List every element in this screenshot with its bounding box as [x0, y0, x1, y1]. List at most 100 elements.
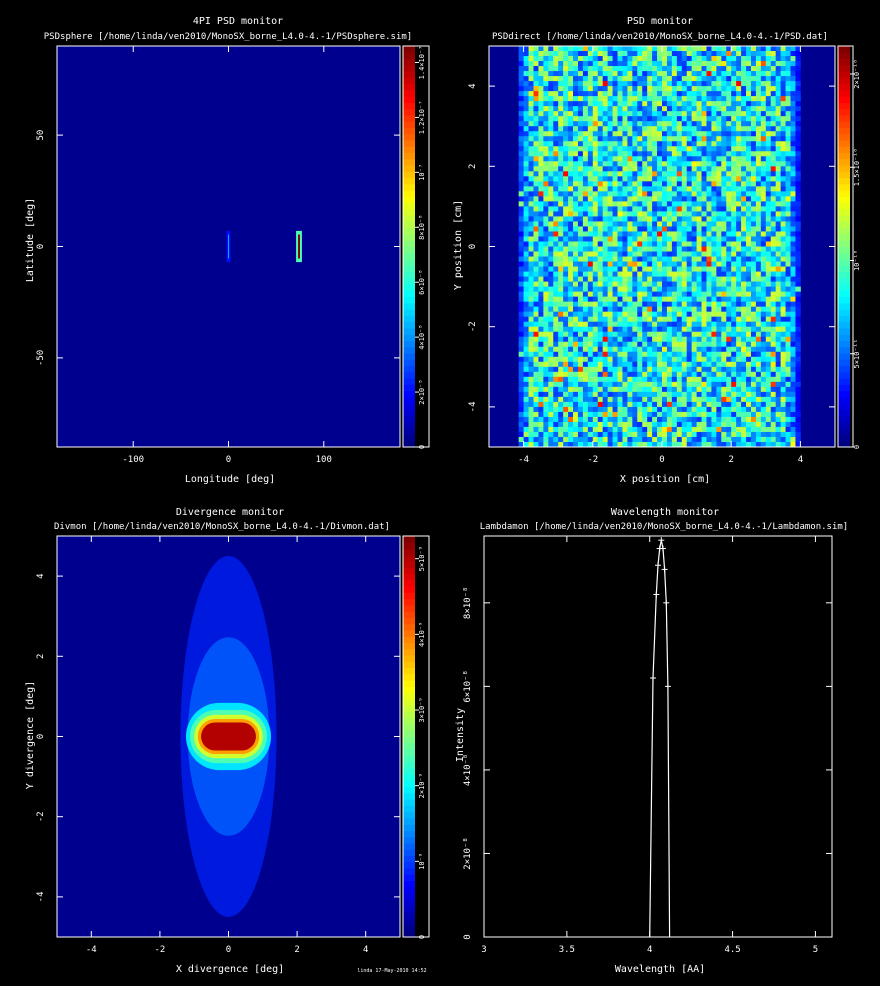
heatmap-cell — [775, 101, 782, 107]
heatmap-cell — [652, 416, 658, 423]
heatmap-cell — [686, 156, 693, 162]
heatmap-cell — [662, 56, 668, 62]
heatmap-cell — [582, 216, 589, 222]
heatmap-cell — [627, 141, 633, 147]
heatmap-cell — [795, 71, 801, 77]
heatmap-cell — [518, 171, 524, 177]
heatmap-cell — [785, 166, 791, 172]
heatmap-cell — [622, 251, 628, 257]
heatmap-cell — [592, 321, 599, 328]
heatmap-cell — [528, 256, 534, 262]
heatmap-cell — [750, 421, 757, 428]
heatmap-cell — [617, 406, 623, 413]
heatmap-cell — [706, 381, 712, 388]
heatmap-cell — [548, 211, 554, 217]
heatmap-cell — [622, 116, 628, 122]
heatmap-cell — [741, 151, 747, 157]
heatmap-cell — [652, 421, 658, 428]
heatmap-cell — [736, 246, 742, 252]
heatmap-cell — [721, 231, 727, 237]
heatmap-cell — [577, 431, 584, 438]
heatmap-cell — [706, 271, 712, 277]
heatmap-cell — [662, 401, 668, 408]
heatmap-cell — [612, 211, 618, 217]
heatmap-cell — [642, 436, 648, 443]
heatmap-cell — [790, 81, 796, 87]
heatmap-cell — [533, 361, 539, 368]
heatmap-cell — [647, 61, 653, 67]
heatmap-cell — [741, 231, 747, 237]
heatmap-cell — [696, 286, 702, 293]
heatmap-cell — [726, 371, 732, 378]
heatmap-cell — [696, 336, 702, 343]
heatmap-cell — [706, 236, 712, 242]
heatmap-cell — [637, 296, 643, 303]
heatmap-cell — [671, 116, 678, 122]
heatmap-cell — [676, 146, 683, 152]
heatmap-cell — [676, 276, 683, 282]
heatmap-cell — [592, 151, 599, 157]
heatmap-cell — [681, 426, 688, 433]
heatmap-cell — [568, 46, 574, 52]
heatmap-cell — [795, 141, 801, 147]
heatmap-cell — [671, 356, 678, 363]
heatmap-cell — [750, 401, 757, 408]
heatmap-cell — [681, 341, 688, 348]
heatmap-cell — [657, 251, 663, 257]
heatmap-cell — [587, 96, 594, 102]
heatmap-cell — [652, 151, 658, 157]
heatmap-cell — [622, 441, 628, 448]
heatmap-cell — [543, 321, 549, 328]
colorbar-swatch — [403, 811, 415, 819]
heatmap-cell — [622, 371, 628, 378]
heatmap-cell — [622, 261, 628, 267]
heatmap-cell — [662, 51, 668, 57]
heatmap-cell — [538, 406, 544, 413]
heatmap-cell — [558, 66, 564, 72]
heatmap-cell — [568, 361, 574, 368]
heatmap-cell — [741, 321, 747, 328]
colorbar-swatch — [838, 371, 850, 379]
heatmap-cell — [706, 176, 712, 182]
heatmap-cell — [681, 61, 688, 67]
heatmap-cell — [617, 316, 623, 323]
heatmap-cell — [666, 106, 673, 112]
heatmap-cell — [701, 216, 707, 222]
colorbar-swatch — [403, 346, 415, 354]
heatmap-cell — [696, 181, 702, 187]
heatmap-cell — [785, 421, 791, 428]
heatmap-cell — [726, 91, 732, 97]
heatmap-cell — [686, 186, 693, 192]
heatmap-cell — [587, 241, 594, 247]
heatmap-cell — [553, 251, 559, 257]
heatmap-cell — [518, 71, 524, 77]
heatmap-cell — [755, 371, 762, 378]
heatmap-cell — [577, 131, 584, 137]
heatmap-cell — [780, 241, 786, 247]
heatmap-cell — [696, 306, 702, 313]
heatmap-cell — [760, 141, 767, 147]
heatmap-cell — [701, 226, 707, 232]
heatmap-cell — [741, 226, 747, 232]
heatmap-cell — [657, 176, 663, 182]
heatmap-cell — [785, 111, 791, 117]
heatmap-cell — [622, 81, 628, 87]
heatmap-cell — [731, 66, 737, 72]
x-axis-label: X divergence [deg] — [176, 964, 284, 975]
heatmap-cell — [568, 121, 574, 127]
heatmap-cell — [528, 161, 534, 167]
heatmap-cell — [637, 301, 643, 308]
heatmap-cell — [750, 196, 757, 202]
heatmap-cell — [746, 351, 752, 358]
heatmap-cell — [523, 86, 529, 92]
heatmap-cell — [790, 236, 796, 242]
heatmap-cell — [716, 231, 722, 237]
heatmap-cell — [518, 46, 524, 52]
heatmap-cell — [568, 136, 574, 142]
heatmap-cell — [582, 306, 589, 313]
heatmap-cell — [755, 141, 762, 147]
heatmap-cell — [681, 276, 688, 282]
heatmap-cell — [726, 401, 732, 408]
heatmap-cell — [746, 396, 752, 403]
heatmap-cell — [558, 71, 564, 77]
